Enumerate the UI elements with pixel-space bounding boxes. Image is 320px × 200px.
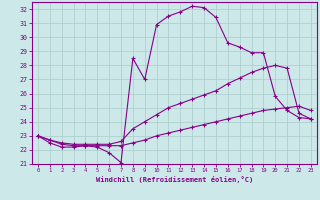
X-axis label: Windchill (Refroidissement éolien,°C): Windchill (Refroidissement éolien,°C) [96, 176, 253, 183]
